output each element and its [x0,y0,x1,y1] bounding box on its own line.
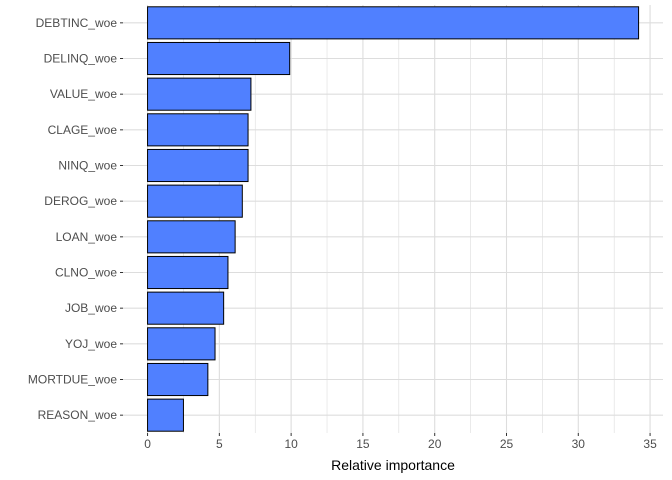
y-tick-label: DEROG_woe [44,194,117,208]
bar [147,77,252,111]
bar [147,184,243,218]
x-tick-label: 15 [356,437,370,451]
bars [147,6,640,432]
x-tick-label: 0 [144,437,151,451]
bar [147,113,249,147]
x-tick-label: 20 [428,437,442,451]
x-axis-tick-labels: 0 5 10 15 20 25 30 35 [144,433,657,451]
y-tick-label: DELINQ_woe [44,52,118,66]
x-tick-label: 35 [643,437,657,451]
y-tick-label: DEBTINC_woe [36,16,118,30]
x-tick-label: 30 [572,437,586,451]
bar [147,362,209,397]
bar [147,255,229,290]
bar [147,6,640,40]
y-tick-label: NINQ_woe [58,159,117,173]
y-tick-label: VALUE_woe [50,87,117,101]
x-tick-label: 10 [284,437,298,451]
y-axis-tick-labels: DEBTINC_woe DELINQ_woe VALUE_woe CLAGE_woe N… [28,16,123,422]
x-tick-label: 5 [216,437,223,451]
y-tick-label: JOB_woe [65,301,117,315]
y-tick-label: YOJ_woe [65,337,117,351]
bar [147,41,291,76]
x-axis-title: Relative importance [331,457,455,473]
bar [147,148,249,183]
grid [123,5,663,433]
y-tick-label: MORTDUE_woe [28,373,117,387]
y-tick-label: CLAGE_woe [48,123,118,137]
y-tick-label: CLNO_woe [55,266,117,280]
bar [147,398,184,432]
bar [147,327,216,361]
y-tick-label: REASON_woe [38,408,118,422]
y-tick-label: LOAN_woe [56,230,118,244]
bar [147,291,225,325]
bar [147,220,236,254]
x-tick-label: 25 [500,437,514,451]
